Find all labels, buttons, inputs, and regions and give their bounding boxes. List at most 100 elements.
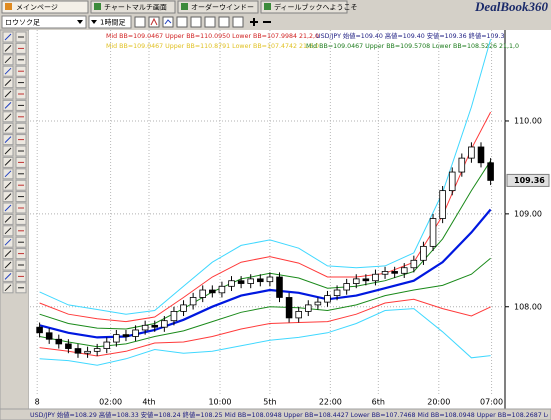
tab-bg[interactable] (1, 0, 89, 14)
zoom-in[interactable] (250, 18, 258, 26)
tool-glyph (4, 159, 12, 166)
select-box[interactable] (88, 15, 132, 29)
candle-body (343, 283, 350, 291)
icon-button[interactable] (232, 16, 244, 28)
candle-body (266, 276, 274, 283)
dropdown-arrow[interactable] (77, 20, 83, 24)
indicator-info: Mid BB=109.0467 Upper BB=109.5708 Lower … (306, 43, 519, 50)
tool-glyph (4, 273, 12, 280)
tool-glyph (4, 113, 12, 121)
tool-glyph (4, 90, 12, 98)
candle-body (170, 310, 178, 322)
timeframe-select[interactable]: 1時間足 (88, 15, 132, 29)
tab-label[interactable]: チャートマルチ画面 (104, 4, 167, 12)
status-text: USD/JPY 始値=108.29 高値=108.33 安値=108.24 終値… (30, 410, 551, 419)
candle-body (477, 146, 485, 164)
tool-glyph (4, 33, 12, 41)
candle-body (448, 171, 456, 192)
tool-glyph (4, 204, 12, 212)
last-price-label: 109.36 (514, 176, 545, 185)
candle-body (141, 324, 149, 331)
tool-glyph (4, 136, 12, 143)
chart-type-select[interactable]: ロウソク足 (1, 15, 87, 29)
x-tick-label: 20:00 (427, 398, 450, 407)
candle-body (333, 289, 341, 297)
tab-icon (94, 3, 101, 10)
icon-button[interactable] (190, 16, 202, 28)
candle-body (324, 295, 331, 303)
tool-glyph (4, 67, 12, 75)
x-tick-label: 02:00 (99, 398, 122, 407)
tab-label[interactable]: ディールブックへようこそ (274, 3, 358, 12)
y-tick-label: 110.00 (514, 116, 542, 125)
indicator-info: Mid BB=109.0467 Upper BB=110.0950 Lower … (106, 33, 319, 40)
candle-body (276, 276, 283, 298)
tool-glyph (4, 181, 12, 189)
toolbar-icons (134, 16, 271, 28)
tool-glyph (4, 227, 12, 235)
tool-glyph (4, 238, 12, 246)
tool-glyph (4, 147, 12, 155)
logo: DealBook360 (474, 0, 548, 14)
candle-body (55, 338, 63, 345)
status-bar (0, 408, 551, 420)
candle-body (352, 278, 360, 284)
tab-label[interactable]: オーダーウインドー (191, 3, 254, 12)
candle-body (218, 285, 226, 294)
band-line (39, 298, 491, 357)
drawing-tools (2, 31, 27, 294)
candle-body (36, 326, 43, 334)
tab-bg[interactable] (260, 0, 348, 14)
icon-button[interactable] (134, 16, 146, 28)
icon-button[interactable] (176, 16, 188, 28)
icon-button[interactable] (218, 16, 230, 28)
icon-button[interactable] (148, 16, 160, 28)
candle-body (372, 273, 379, 282)
icon-button[interactable] (204, 16, 216, 28)
price-info: USD/JPY 始値=109.40 高値=109.40 安値=109.36 終値… (316, 31, 505, 40)
tool-glyph (4, 170, 12, 178)
indicator-info: Mid BB=109.0467 Upper BB=110.8791 Lower … (106, 43, 319, 50)
candle-body (122, 334, 130, 337)
y-tick-label: 109.00 (514, 209, 542, 218)
candle-body (400, 267, 408, 274)
candle-body (410, 259, 418, 269)
select-box[interactable] (1, 15, 87, 29)
select-value[interactable]: 1時間足 (100, 19, 125, 27)
candle-body (180, 304, 187, 312)
band-line (39, 308, 491, 366)
tab[interactable]: ディールブックへようこそ (260, 0, 358, 14)
tab-bg[interactable] (90, 0, 176, 14)
candle-body (189, 297, 197, 306)
candle-body (228, 280, 235, 287)
candle-body (458, 157, 466, 173)
tool-glyph (4, 250, 12, 257)
tab[interactable]: オーダーウインドー (177, 0, 259, 14)
tab-bg[interactable] (177, 0, 259, 14)
icon-glyph (164, 19, 172, 25)
y-tick-label: 108.00 (514, 302, 542, 311)
candle-body (468, 146, 475, 159)
candle-body (132, 329, 139, 337)
candle-body (247, 278, 254, 284)
x-tick-label: 4th (142, 398, 155, 407)
dropdown-arrow[interactable] (91, 20, 97, 24)
candle-body (314, 301, 322, 306)
candle-body (84, 350, 91, 354)
tab-icon (5, 3, 12, 10)
candle-body (199, 289, 207, 298)
candle-body (420, 245, 427, 261)
tab-label[interactable]: メインページ (16, 4, 58, 12)
tool-glyph (4, 124, 12, 132)
x-tick-label: 6th (372, 398, 385, 407)
chart-area (29, 30, 551, 409)
candle-body (45, 332, 53, 340)
tab[interactable]: メインページ (1, 0, 89, 14)
tab[interactable]: チャートマルチ画面 (90, 0, 176, 14)
candle-body (439, 190, 446, 219)
x-tick-label: 10:00 (208, 398, 231, 407)
select-value[interactable]: ロウソク足 (5, 19, 40, 27)
icon-button[interactable] (162, 16, 174, 28)
candle-body (151, 324, 159, 328)
